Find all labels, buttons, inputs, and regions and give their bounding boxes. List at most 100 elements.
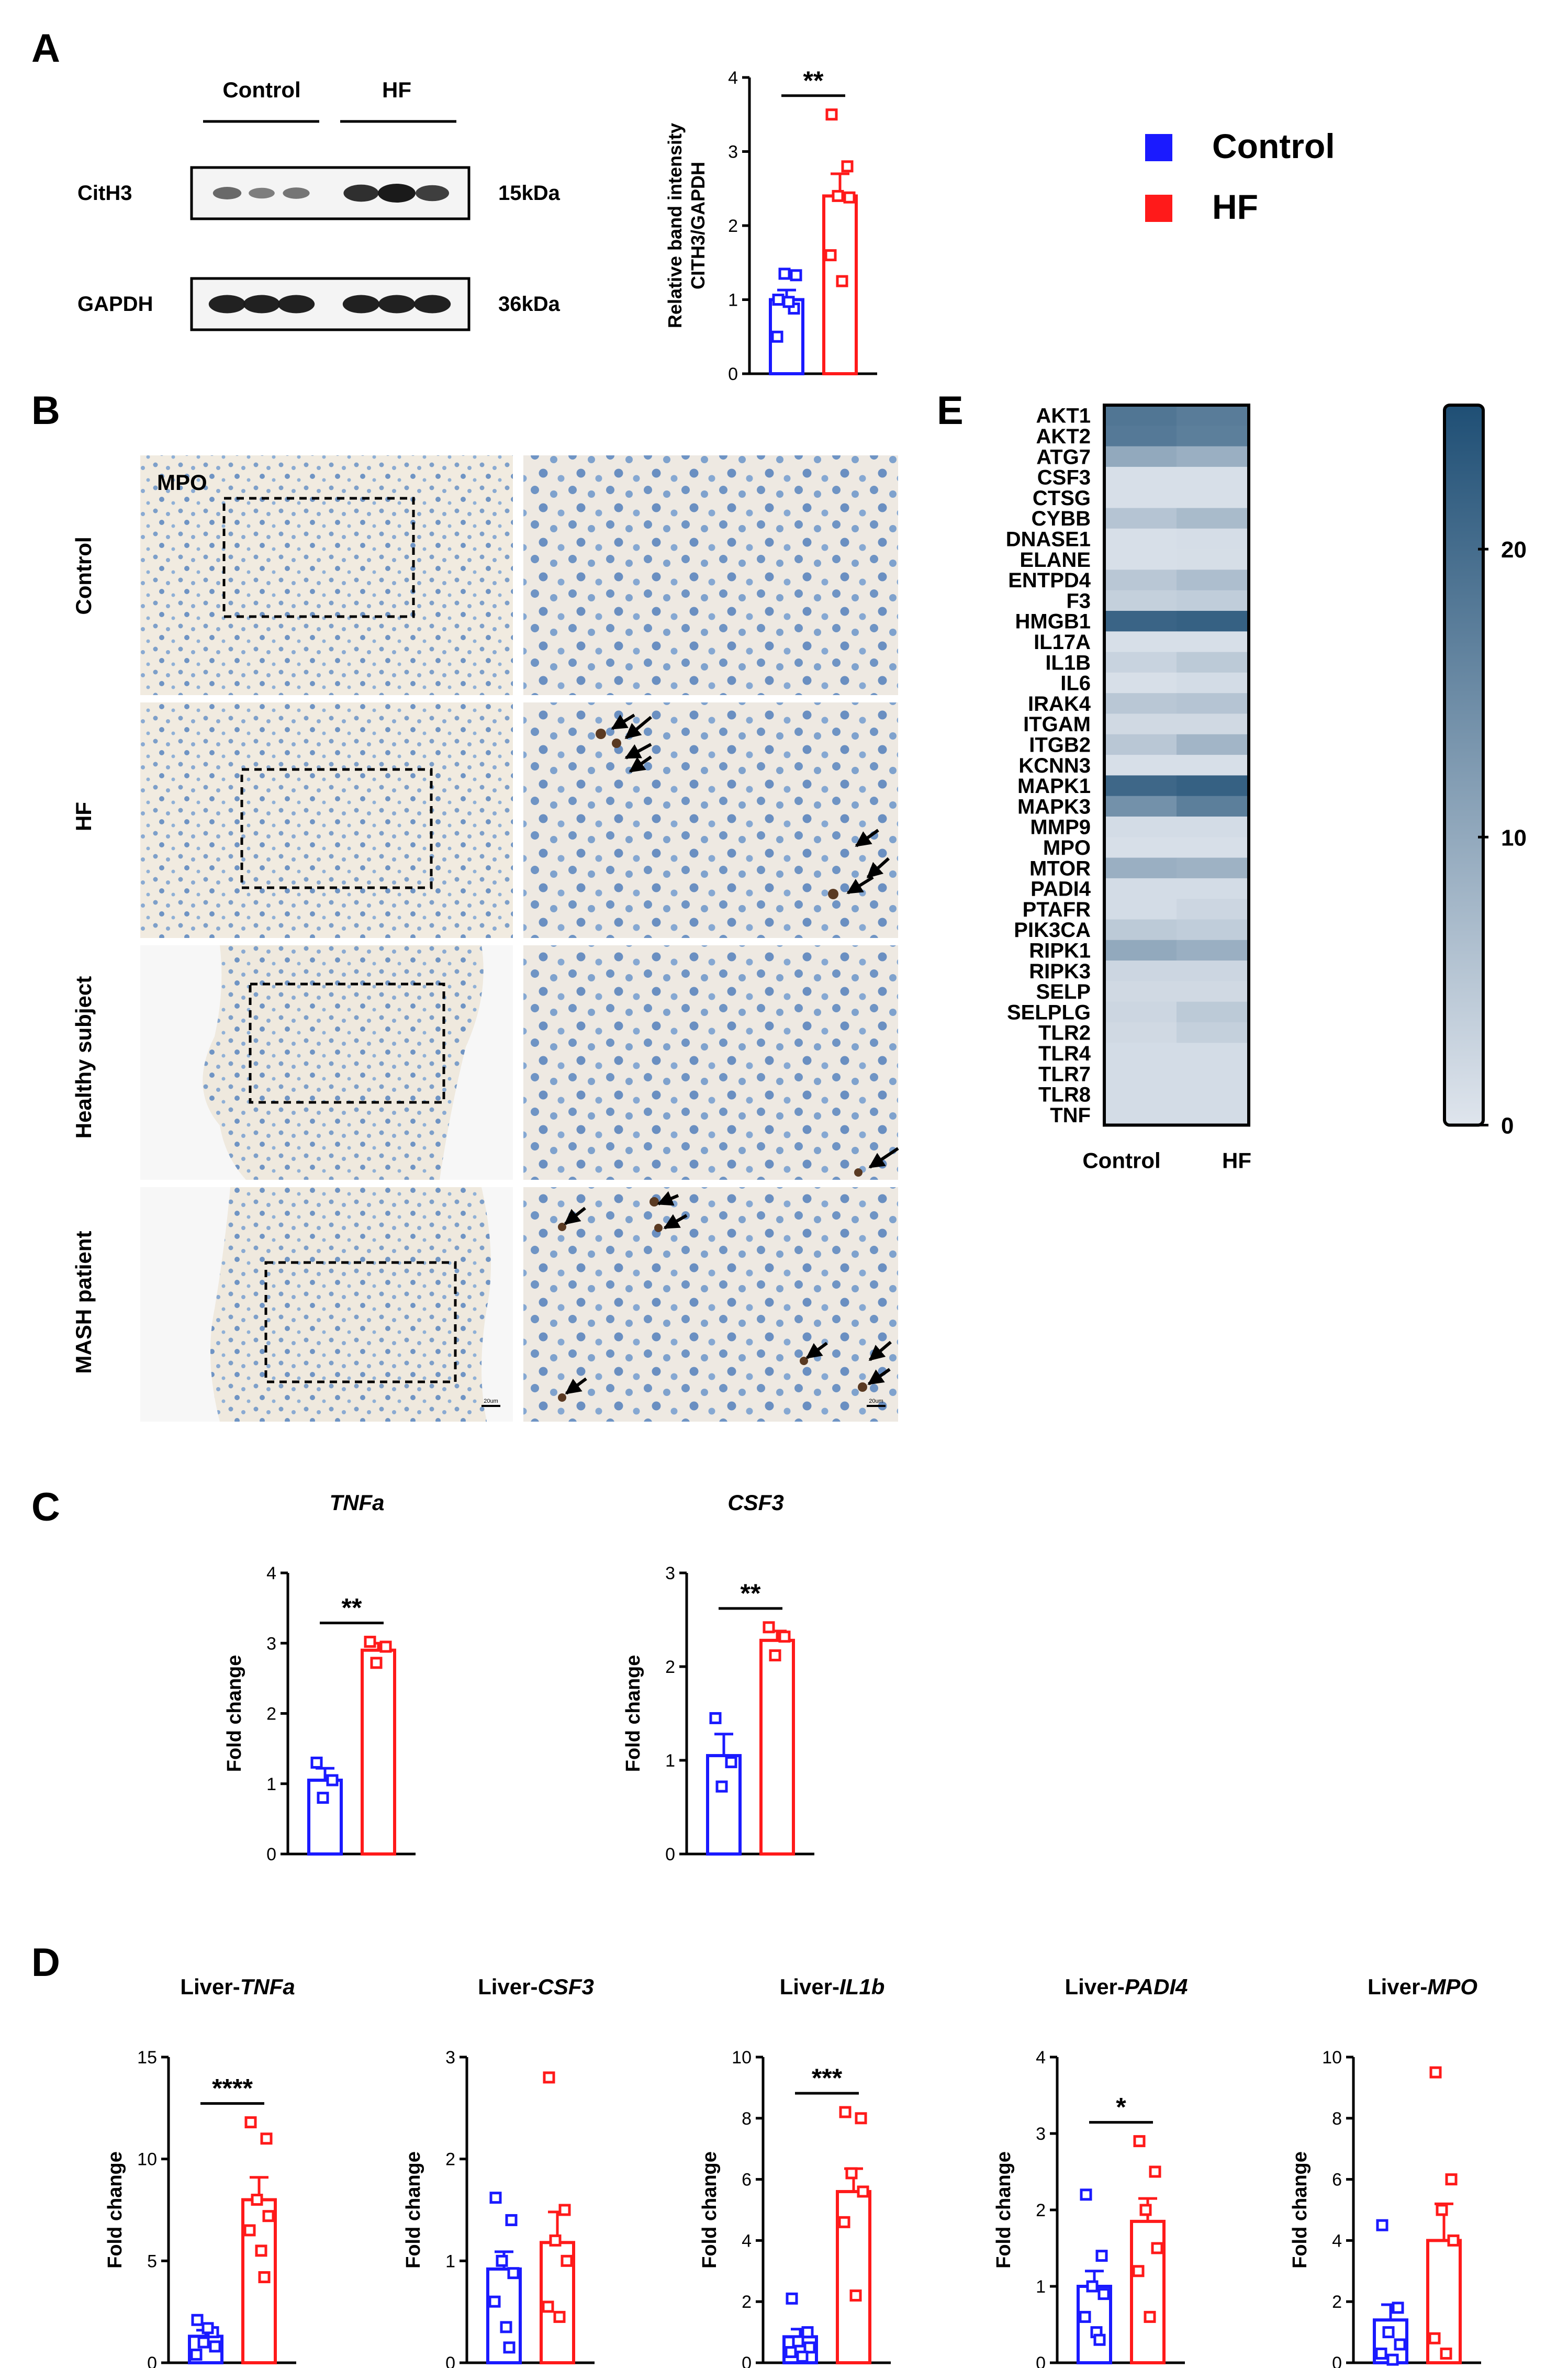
data-point (201, 2322, 214, 2335)
y-tick-label: 2 (445, 2150, 455, 2170)
heatmap-row-label: ENTPD4 (1008, 569, 1091, 592)
data-point (845, 2167, 858, 2180)
mpo-positive-cell (854, 1168, 863, 1177)
blot-size-15kda: 15kDa (498, 182, 561, 205)
heatmap-cell (1177, 713, 1249, 735)
colorbar-tick-label: 10 (1501, 825, 1527, 851)
data-point (542, 2300, 554, 2313)
heatmap-cell (1177, 672, 1249, 694)
chart-title: Liver-IL1b (780, 1974, 885, 1999)
data-point (310, 1756, 323, 1769)
blot-band (277, 295, 315, 314)
heatmap-cell (1177, 857, 1249, 879)
chart-a: 0 1 2 3 4 Relative band intensityCITH3/GAPDH *… (664, 66, 877, 384)
data-point (488, 2295, 501, 2308)
blot-band (212, 187, 242, 199)
heatmap-cell (1104, 426, 1177, 447)
y-tick-label: 1 (445, 2251, 455, 2271)
panel-label-a: A (31, 26, 60, 71)
data-point (496, 2254, 508, 2267)
heatmap-row-label: MTOR (1029, 857, 1091, 880)
chart-title: CSF3 (727, 1490, 783, 1515)
y-tick-label: 4 (1036, 2048, 1046, 2068)
ihc-row-label-control: Control (71, 537, 96, 615)
heatmap-row-label: ITGB2 (1029, 733, 1091, 756)
y-axis-label: Fold change (699, 2151, 721, 2269)
heatmap-row-label: RIPK1 (1029, 939, 1091, 962)
data-point (1095, 2250, 1108, 2262)
heatmap-cell (1104, 899, 1177, 920)
heatmap-row-label: ELANE (1020, 549, 1091, 572)
arrow-icon (657, 1191, 679, 1206)
y-tick-label: 4 (728, 68, 738, 88)
heatmap-row-label: CSF3 (1037, 466, 1091, 489)
heatmap-cell (1104, 569, 1177, 591)
y-tick-label: 2 (266, 1704, 276, 1724)
data-point (1429, 2066, 1442, 2079)
y-axis-label: Fold change (402, 2151, 424, 2269)
y-tick-label: 1 (728, 291, 738, 310)
y-tick-label: 4 (1332, 2231, 1342, 2251)
y-tick-label: 1 (1036, 2277, 1046, 2297)
data-point (326, 1774, 339, 1786)
data-point (801, 2326, 814, 2339)
data-point (1086, 2280, 1099, 2293)
legend-label-hf: HF (1212, 187, 1258, 226)
data-point (317, 1792, 329, 1804)
arrow-icon (855, 829, 879, 847)
heatmap-cell (1177, 652, 1249, 673)
chart-c-tnfa: 0 1 2 3 4 Fold change TNFa ** (223, 1490, 416, 1864)
heatmap-cell (1104, 837, 1177, 858)
heatmap-row-label: IL6 (1060, 672, 1091, 695)
scale-bar-label: 20um (484, 1398, 498, 1404)
y-tick-label: 0 (445, 2353, 455, 2368)
chart-d-il1b: 0 2 4 6 8 10 Fold change Liver-IL1b *** (699, 1974, 891, 2368)
data-point (1447, 2234, 1460, 2247)
heatmap-cell (1177, 1063, 1249, 1085)
data-point (364, 1636, 376, 1648)
chart-c-csf3: 0 1 2 3 Fold change CSF3 ** (622, 1490, 814, 1864)
data-point (1079, 2310, 1091, 2323)
y-tick-label: 0 (665, 1845, 675, 1864)
y-tick-label: 10 (732, 2048, 752, 2068)
data-point (191, 2314, 204, 2326)
y-tick-label: 4 (266, 1563, 276, 1583)
heatmap-row-label: IL1B (1045, 651, 1091, 674)
heatmap-cell (1177, 1084, 1249, 1105)
data-point (1394, 2338, 1406, 2351)
ihc-inset-box (249, 982, 445, 1104)
y-tick-label: 1 (266, 1774, 276, 1794)
significance-label: *** (812, 2063, 843, 2093)
chart-title: Liver-PADI4 (1065, 1974, 1188, 1999)
data-point (260, 2132, 273, 2145)
heatmap-cell (1177, 878, 1249, 899)
heatmap-row-label: MAPK3 (1017, 795, 1091, 818)
data-point (1097, 2288, 1110, 2300)
heatmap-cell (1104, 466, 1177, 488)
heatmap-cell (1177, 446, 1249, 467)
heatmap-cell (1104, 1104, 1177, 1125)
blot-group-label-control: Control (222, 77, 300, 102)
y-tick-label: 2 (1332, 2292, 1342, 2312)
ihc-row-label-hf: HF (71, 802, 96, 831)
blot-group-label-hf: HF (382, 77, 411, 102)
y-tick-label: 3 (728, 142, 738, 162)
heatmap-cell (1104, 652, 1177, 673)
heatmap-cell (1177, 960, 1249, 981)
arrow-icon (629, 755, 652, 773)
heatmap-row-label: DNASE1 (1006, 528, 1091, 551)
data-point (841, 160, 854, 173)
data-point (209, 2340, 221, 2353)
heatmap-cell (1177, 899, 1249, 920)
data-point (778, 267, 791, 280)
y-tick-label: 2 (742, 2292, 752, 2312)
data-point (838, 2216, 850, 2228)
data-point (832, 189, 844, 202)
heatmap-row-label: IRAK4 (1028, 692, 1091, 716)
y-axis-label: Fold change (1289, 2151, 1311, 2269)
heatmap-cell (1177, 487, 1249, 508)
data-point (855, 2112, 867, 2125)
data-point (1386, 2353, 1399, 2366)
y-axis-label: Fold change (622, 1655, 644, 1772)
mpo-positive-cell (558, 1393, 566, 1402)
